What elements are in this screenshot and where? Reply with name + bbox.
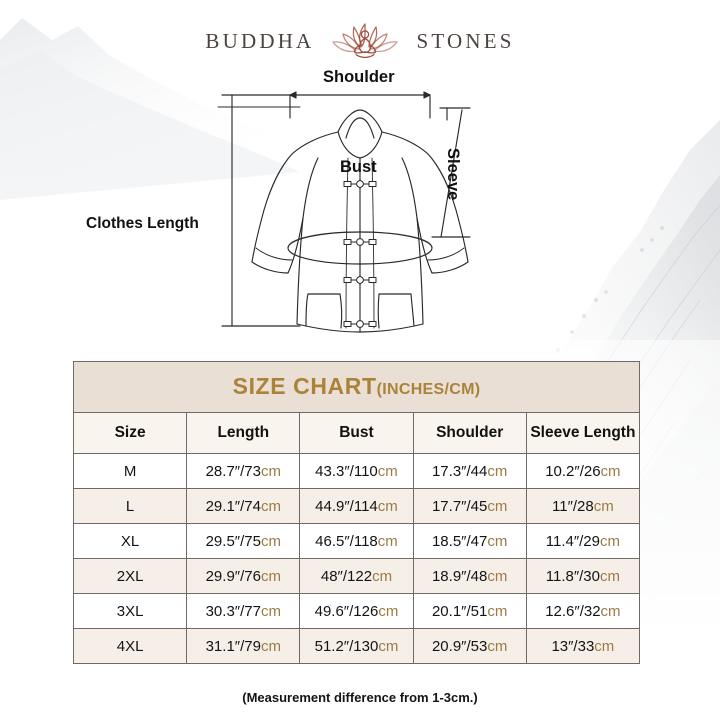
size-chart-title: SIZE CHART(INCHES/CM) (233, 375, 481, 398)
cell-length: 30.3″/77cm (186, 593, 301, 629)
column-header-sleeve-length: Sleeve Length (525, 412, 641, 454)
cell-shoulder: 18.9″/48cm (412, 558, 527, 594)
unit-cm: cm (378, 637, 399, 655)
lotus-meditation-icon (332, 23, 399, 59)
cell-sleeve: 11.4″/29cm (525, 523, 641, 559)
unit-cm: cm (487, 602, 508, 620)
cell-length: 28.7″/73cm (186, 453, 301, 489)
cell-size: XL (72, 523, 188, 559)
unit-cm: cm (260, 497, 281, 515)
label-sleeve: Sleeve (444, 148, 462, 201)
cell-length: 29.9″/76cm (186, 558, 301, 594)
cell-shoulder: 20.9″/53cm (412, 628, 527, 664)
cell-shoulder: 20.1″/51cm (412, 593, 527, 629)
table-row: 2XL 29.9″/76cm 48″/122cm 18.9″/48cm 11.8… (72, 558, 641, 594)
cell-bust: 49.6″/126cm (299, 593, 414, 629)
size-chart-table: SIZE CHART(INCHES/CM) Size Length Bust S… (72, 361, 641, 664)
unit-cm: cm (260, 567, 281, 585)
column-header-bust: Bust (299, 412, 414, 454)
garment-measurement-diagram (0, 62, 720, 354)
unit-cm: cm (487, 462, 508, 480)
cell-shoulder: 18.5″/47cm (412, 523, 527, 559)
size-chart-title-unit: (INCHES/CM) (376, 381, 481, 398)
table-title-row: SIZE CHART(INCHES/CM) (73, 361, 640, 413)
column-header-length: Length (186, 412, 301, 454)
cell-bust: 51.2″/130cm (299, 628, 414, 664)
unit-cm: cm (378, 602, 399, 620)
cell-sleeve: 13″/33cm (525, 628, 641, 664)
unit-cm: cm (377, 462, 398, 480)
size-chart-table-wrapper: SIZE CHART(INCHES/CM) Size Length Bust S… (72, 361, 641, 664)
cell-length: 31.1″/79cm (186, 628, 301, 664)
unit-cm: cm (593, 497, 614, 515)
table-title-cell: SIZE CHART(INCHES/CM) (73, 361, 640, 413)
unit-cm: cm (600, 602, 621, 620)
cell-sleeve: 11.8″/30cm (525, 558, 641, 594)
cell-shoulder: 17.7″/45cm (412, 488, 527, 524)
unit-cm: cm (377, 532, 398, 550)
size-chart-title-main: SIZE CHART (232, 373, 377, 399)
unit-cm: cm (594, 637, 615, 655)
cell-length: 29.5″/75cm (186, 523, 301, 559)
brand-name-right: STONES (416, 28, 515, 53)
table-row: M 28.7″/73cm 43.3″/110cm 17.3″/44cm 10.2… (72, 453, 641, 489)
cell-shoulder: 17.3″/44cm (412, 453, 527, 489)
cell-sleeve: 10.2″/26cm (525, 453, 641, 489)
label-clothes-length: Clothes Length (86, 215, 199, 232)
measurement-footnote: (Measurement difference from 1-3cm.) (242, 690, 478, 705)
unit-cm: cm (260, 637, 281, 655)
unit-cm: cm (487, 637, 508, 655)
cell-length: 29.1″/74cm (186, 488, 301, 524)
unit-cm: cm (260, 532, 281, 550)
cell-bust: 43.3″/110cm (299, 453, 414, 489)
brand-header: BUDDHA STONES (0, 18, 720, 64)
column-header-shoulder: Shoulder (412, 412, 527, 454)
table-row: L 29.1″/74cm 44.9″/114cm 17.7″/45cm 11″/… (72, 488, 641, 524)
unit-cm: cm (487, 567, 508, 585)
unit-cm: cm (600, 532, 620, 550)
unit-cm: cm (260, 462, 281, 480)
table-row: 3XL 30.3″/77cm 49.6″/126cm 20.1″/51cm 12… (72, 593, 641, 629)
brand-name-left: BUDDHA (205, 28, 315, 53)
cell-bust: 48″/122cm (299, 558, 414, 594)
table-header-row: Size Length Bust Shoulder Sleeve Length (72, 412, 641, 454)
label-bust: Bust (340, 158, 377, 176)
unit-cm: cm (487, 532, 508, 550)
unit-cm: cm (487, 497, 508, 515)
cell-size: 3XL (72, 593, 188, 629)
cell-size: 4XL (72, 628, 188, 664)
cell-bust: 46.5″/118cm (299, 523, 414, 559)
unit-cm: cm (372, 567, 393, 585)
unit-cm: cm (600, 567, 620, 585)
unit-cm: cm (260, 602, 281, 620)
label-shoulder: Shoulder (323, 68, 395, 86)
cell-size: 2XL (72, 558, 188, 594)
column-header-size: Size (72, 412, 188, 454)
unit-cm: cm (600, 462, 621, 480)
cell-sleeve: 11″/28cm (525, 488, 641, 524)
table-row: XL 29.5″/75cm 46.5″/118cm 18.5″/47cm 11.… (72, 523, 641, 559)
cell-size: M (72, 453, 188, 489)
cell-bust: 44.9″/114cm (299, 488, 414, 524)
table-row: 4XL 31.1″/79cm 51.2″/130cm 20.9″/53cm 13… (72, 628, 641, 664)
unit-cm: cm (377, 497, 398, 515)
cell-size: L (72, 488, 188, 524)
cell-sleeve: 12.6″/32cm (525, 593, 641, 629)
